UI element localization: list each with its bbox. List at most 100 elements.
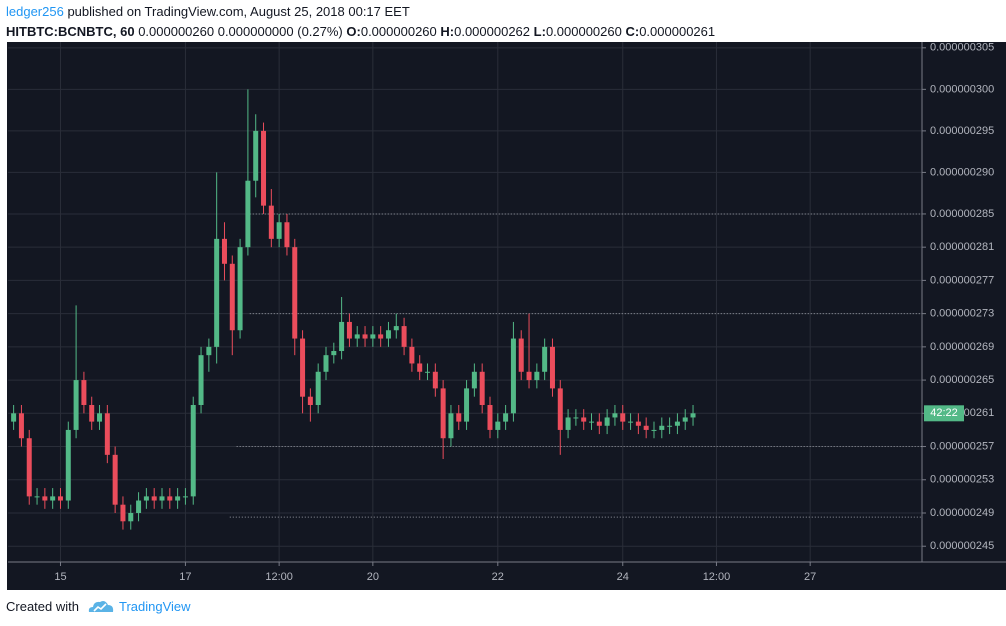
- y-tick-label: 0.000000245: [930, 540, 994, 552]
- candle-body: [104, 413, 110, 455]
- author[interactable]: ledger256: [6, 4, 64, 19]
- candle-body: [573, 417, 579, 419]
- candle-body: [276, 222, 282, 239]
- candle-body: [464, 388, 470, 422]
- y-tick-label: 0.000000290: [930, 166, 994, 178]
- candle-body: [42, 496, 48, 501]
- candle-body: [221, 238, 227, 264]
- candle-body: [214, 238, 220, 347]
- y-tick-label: 0.000000281: [930, 241, 994, 253]
- candle-body: [261, 130, 267, 206]
- candle-body: [112, 454, 118, 505]
- candle-body: [534, 371, 540, 381]
- logo: [88, 601, 114, 612]
- symbol: HITBTC:BCNBTC, 60: [6, 24, 135, 39]
- ohlc: O:0.000000260 H:0.000000262 L:0.00000026…: [346, 24, 715, 39]
- y-tick-label: 0.000000277: [930, 274, 994, 286]
- candle-body: [26, 438, 32, 497]
- footer-text: Created with: [6, 598, 79, 614]
- candle-body: [229, 263, 235, 331]
- candle-body: [65, 429, 71, 501]
- candle-body: [612, 413, 618, 418]
- candle-body: [448, 413, 454, 439]
- candle-body: [346, 321, 352, 339]
- x-tick-label: 15: [54, 571, 66, 583]
- candle-body: [604, 417, 610, 426]
- candle-body: [385, 330, 391, 339]
- change: 0.000000260 0.000000000 (0.27%): [138, 24, 343, 39]
- footer: Created with TradingView: [6, 598, 191, 614]
- candle-body: [143, 496, 149, 501]
- x-tick-label: 22: [492, 571, 504, 583]
- candle-body: [503, 413, 509, 422]
- ohlc-value: 0.000000260: [360, 24, 437, 39]
- candle-body: [50, 496, 56, 501]
- x-tick-label: 20: [367, 571, 379, 583]
- brand[interactable]: TradingView: [118, 598, 191, 614]
- candle-body: [284, 222, 290, 248]
- candle-body: [34, 496, 40, 498]
- y-tick-label: 0.000000300: [930, 83, 994, 95]
- candle-body: [393, 326, 399, 331]
- candle-body: [136, 500, 142, 513]
- candle-body: [487, 405, 493, 430]
- x-tick-label: 12:00: [265, 571, 293, 583]
- candle-body: [253, 130, 259, 181]
- candle-body: [268, 205, 274, 239]
- candle-body: [73, 380, 79, 430]
- candle-body: [120, 504, 126, 522]
- price-label-box: [924, 405, 964, 422]
- candle-body: [596, 421, 602, 426]
- y-tick-label: 0.000000265: [930, 374, 994, 386]
- candle-body: [526, 371, 532, 381]
- candle-body: [549, 346, 555, 389]
- candle-body: [409, 346, 415, 364]
- y-tick-label: 0.000000249: [930, 507, 994, 519]
- candle-body: [370, 334, 376, 339]
- candle-body: [565, 417, 571, 430]
- candle-body: [245, 180, 251, 248]
- y-tick-label: 0.000000253: [930, 474, 994, 486]
- ohlc-key: H:: [440, 24, 455, 39]
- candle-body: [643, 425, 649, 430]
- ohlc-value: 0.000000260: [545, 24, 622, 39]
- candle-body: [18, 413, 24, 439]
- candle-body: [206, 346, 212, 356]
- candle-body: [57, 496, 63, 501]
- candle-body: [300, 338, 306, 397]
- candle-body: [198, 355, 204, 406]
- candle-body: [635, 421, 641, 426]
- legend-line: HITBTC:BCNBTC, 60 0.000000260 0.00000000…: [6, 22, 715, 42]
- candle-body: [182, 496, 188, 498]
- candle-body: [167, 496, 173, 501]
- candle-body: [510, 338, 516, 414]
- x-tick-label: 27: [804, 571, 816, 583]
- candle-body: [362, 334, 368, 339]
- candle-body: [237, 247, 243, 331]
- x-tick-label: 12:00: [703, 571, 731, 583]
- candle-body: [659, 425, 665, 430]
- candle-body: [11, 413, 17, 422]
- candle-body: [479, 371, 485, 406]
- candle-body: [159, 496, 165, 501]
- candle-body: [581, 417, 587, 422]
- ohlc-key: O:: [346, 24, 361, 39]
- candle-body: [417, 363, 423, 372]
- candle-body: [682, 417, 688, 422]
- candle-body: [425, 371, 431, 373]
- y-tick-label: 0.000000273: [930, 308, 994, 320]
- candle-body: [557, 388, 563, 430]
- ohlc-value: 0.000000262: [454, 24, 531, 39]
- candle-body: [401, 326, 407, 347]
- chart-background: [7, 42, 1006, 590]
- candle-body: [667, 425, 673, 427]
- publish-line: ledger256 published on TradingView.com, …: [6, 2, 715, 22]
- candle-body: [175, 496, 181, 501]
- candle-body: [495, 421, 501, 430]
- ohlc-key: L:: [533, 24, 546, 39]
- candle-body: [620, 413, 626, 422]
- candle-body: [690, 413, 696, 418]
- candle-body: [651, 429, 657, 431]
